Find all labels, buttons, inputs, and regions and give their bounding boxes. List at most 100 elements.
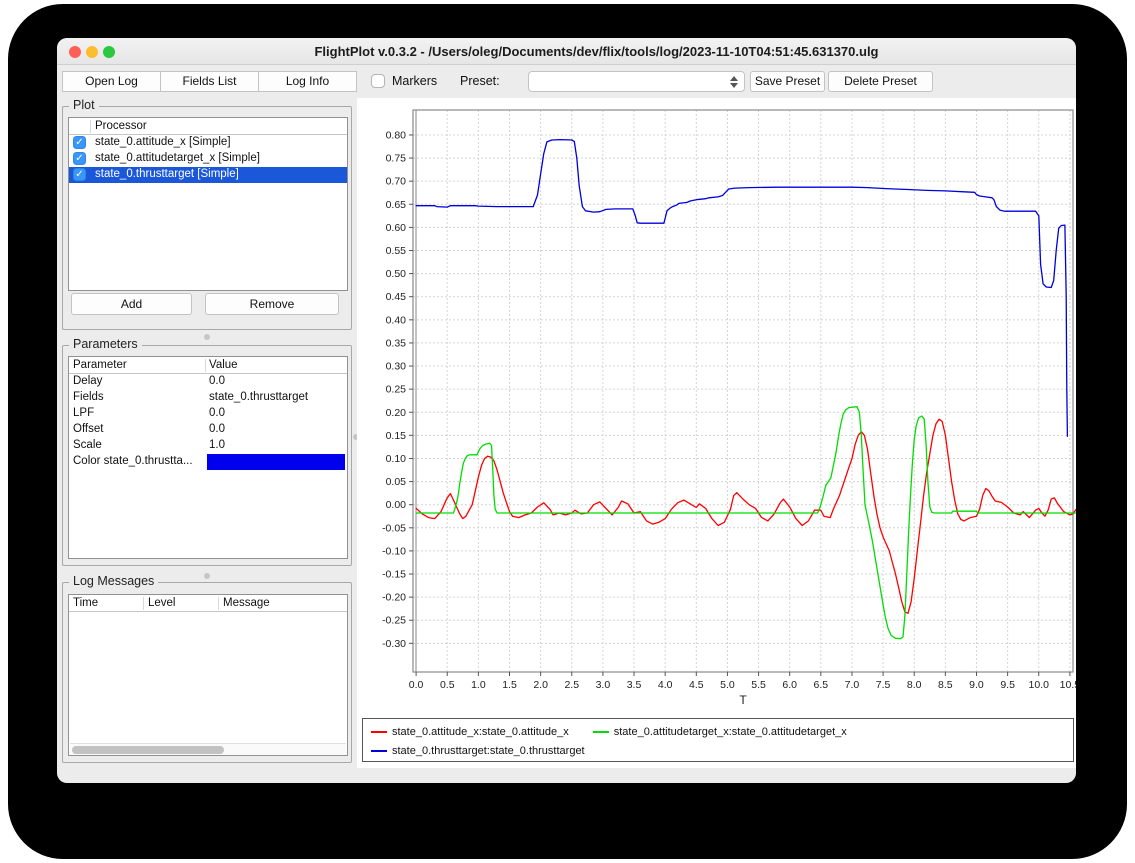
svg-text:-0.20: -0.20 (382, 592, 406, 604)
value-column-header: Value (209, 359, 238, 371)
svg-text:8.5: 8.5 (938, 679, 953, 691)
combo-stepper-icon[interactable] (728, 74, 740, 90)
parameters-table[interactable]: Parameter Value Delay 0.0 Fields state_0.th… (68, 356, 348, 559)
parameter-row[interactable]: Offset0.0 (69, 422, 347, 438)
parameters-panel-title: Parameters (69, 337, 142, 351)
log-info-button[interactable]: Log Info (258, 71, 357, 92)
svg-text:0.40: 0.40 (386, 314, 407, 326)
row-checkbox-icon[interactable]: ✓ (73, 152, 86, 165)
message-column-header: Message (223, 597, 270, 609)
parameter-name: Fields (73, 391, 104, 403)
svg-text:T: T (739, 693, 747, 707)
processor-label: state_0.thrusttarget [Simple] (95, 168, 239, 180)
svg-text:6.5: 6.5 (814, 679, 829, 691)
svg-text:0.30: 0.30 (386, 361, 407, 373)
open-log-button[interactable]: Open Log (62, 71, 161, 92)
svg-text:5.5: 5.5 (751, 679, 766, 691)
parameter-row[interactable]: Scale 1.0 (69, 438, 347, 454)
legend-entry: state_0.attitudetarget_x:state_0.attitud… (593, 726, 847, 738)
parameter-row[interactable]: Color state_0.thrustta... (69, 454, 347, 470)
splitter-handle[interactable] (204, 573, 210, 579)
svg-text:0.5: 0.5 (440, 679, 455, 691)
chart-canvas[interactable]: 0.00.51.01.52.02.53.03.54.04.55.05.56.06… (357, 98, 1076, 710)
fields-list-button[interactable]: Fields List (160, 71, 259, 92)
parameter-name: Delay (73, 375, 102, 387)
minimize-button[interactable] (86, 46, 98, 58)
legend-label: state_0.attitudetarget_x:state_0.attitud… (614, 726, 847, 738)
processor-column-header: Processor (95, 120, 147, 132)
legend-swatch-icon (371, 731, 387, 733)
parameter-row[interactable]: LPF0.0 (69, 406, 347, 422)
parameter-value[interactable]: 0.0 (209, 423, 225, 435)
chart: 0.00.51.01.52.02.53.03.54.04.55.05.56.06… (357, 98, 1076, 768)
svg-text:10.0: 10.0 (1029, 679, 1050, 691)
svg-text:10.5: 10.5 (1060, 679, 1076, 691)
row-checkbox-icon[interactable]: ✓ (73, 136, 86, 149)
zoom-button[interactable] (103, 46, 115, 58)
svg-text:0.0: 0.0 (409, 679, 424, 691)
svg-text:2.0: 2.0 (533, 679, 548, 691)
add-button[interactable]: Add (71, 293, 192, 315)
svg-text:4.5: 4.5 (689, 679, 704, 691)
chart-legend: state_0.attitude_x:state_0.attitude_xsta… (362, 718, 1074, 762)
processor-row[interactable]: ✓state_0.attitude_x [Simple] (69, 135, 347, 151)
parameter-name: Scale (73, 439, 102, 451)
parameter-value[interactable]: 1.0 (209, 439, 225, 451)
legend-swatch-icon (593, 731, 609, 733)
parameter-value[interactable]: 0.0 (209, 407, 225, 419)
titlebar[interactable]: FlightPlot v.0.3.2 - /Users/oleg/Documen… (57, 38, 1076, 65)
svg-text:0.35: 0.35 (386, 337, 407, 349)
svg-text:0.75: 0.75 (386, 153, 407, 165)
toolbar: Open Log Fields List Log Info Markers Pr… (62, 71, 1071, 93)
save-preset-button[interactable]: Save Preset (750, 71, 825, 92)
svg-text:0.50: 0.50 (386, 268, 407, 280)
log-messages-table[interactable]: Time Level Message (68, 594, 348, 756)
svg-text:0.55: 0.55 (386, 245, 407, 257)
parameters-table-header: Parameter Value (69, 357, 347, 374)
plot-panel-title: Plot (69, 98, 99, 112)
svg-text:2.5: 2.5 (564, 679, 579, 691)
svg-text:0.80: 0.80 (386, 129, 407, 141)
legend-swatch-icon (371, 750, 387, 752)
parameter-row[interactable]: Delay 0.0 (69, 374, 347, 390)
svg-text:3.0: 3.0 (596, 679, 611, 691)
svg-text:-0.10: -0.10 (382, 545, 406, 557)
row-checkbox-icon[interactable]: ✓ (73, 168, 86, 181)
markers-checkbox[interactable] (371, 74, 385, 88)
svg-text:0.65: 0.65 (386, 199, 407, 211)
legend-entry: state_0.attitude_x:state_0.attitude_x (371, 726, 569, 738)
log-messages-table-header: Time Level Message (69, 595, 347, 612)
splitter-handle[interactable] (204, 334, 210, 340)
remove-button[interactable]: Remove (205, 293, 339, 315)
svg-text:0.15: 0.15 (386, 430, 407, 442)
svg-text:-0.25: -0.25 (382, 615, 406, 627)
markers-label: Markers (392, 74, 437, 88)
preset-combobox[interactable] (528, 71, 745, 92)
delete-preset-button[interactable]: Delete Preset (828, 71, 933, 92)
svg-text:9.5: 9.5 (1000, 679, 1015, 691)
parameter-row[interactable]: Fields state_0.thrusttarget (69, 390, 347, 406)
svg-text:7.5: 7.5 (876, 679, 891, 691)
parameter-value[interactable]: state_0.thrusttarget (209, 391, 308, 403)
scrollbar-thumb[interactable] (72, 746, 224, 754)
horizontal-scrollbar[interactable] (70, 743, 346, 755)
color-swatch[interactable] (207, 454, 345, 470)
svg-text:3.5: 3.5 (627, 679, 642, 691)
processor-list[interactable]: Processor ✓state_0.attitude_x [Simple]✓s… (68, 117, 348, 291)
svg-text:7.0: 7.0 (845, 679, 860, 691)
processor-row[interactable]: ✓ state_0.thrusttarget [Simple] (69, 167, 347, 183)
parameter-value[interactable]: 0.0 (209, 375, 225, 387)
parameter-column-header: Parameter (73, 359, 127, 371)
log-messages-panel: Log Messages Time Level Message (62, 582, 352, 763)
legend-entry: state_0.thrusttarget:state_0.thrusttarge… (371, 745, 585, 757)
svg-text:-0.05: -0.05 (382, 522, 406, 534)
svg-text:4.0: 4.0 (658, 679, 673, 691)
svg-text:0.10: 0.10 (386, 453, 407, 465)
svg-text:5.0: 5.0 (720, 679, 735, 691)
close-button[interactable] (69, 46, 81, 58)
svg-text:0.25: 0.25 (386, 384, 407, 396)
window-title: FlightPlot v.0.3.2 - /Users/oleg/Documen… (137, 38, 1056, 65)
log-messages-panel-title: Log Messages (69, 574, 158, 588)
processor-row[interactable]: ✓state_0.attitudetarget_x [Simple] (69, 151, 347, 167)
svg-text:6.0: 6.0 (782, 679, 797, 691)
